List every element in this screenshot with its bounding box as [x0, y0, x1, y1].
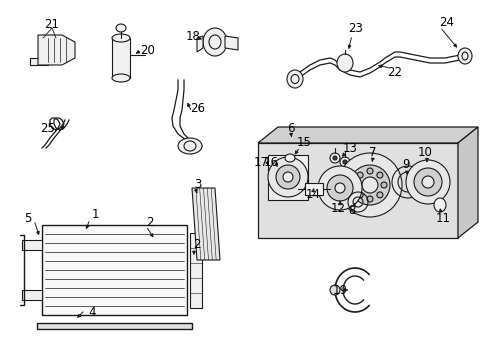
- Polygon shape: [192, 188, 220, 260]
- Ellipse shape: [317, 166, 361, 210]
- Bar: [42, 225, 186, 315]
- Bar: [190, 233, 202, 308]
- Text: 3: 3: [194, 179, 201, 192]
- Text: 19: 19: [332, 284, 347, 297]
- Ellipse shape: [112, 74, 130, 82]
- Polygon shape: [258, 143, 457, 238]
- Text: 10: 10: [417, 145, 431, 158]
- Ellipse shape: [283, 172, 292, 182]
- Ellipse shape: [339, 157, 349, 167]
- Ellipse shape: [337, 153, 401, 217]
- Text: 25: 25: [41, 122, 55, 135]
- Ellipse shape: [405, 160, 449, 204]
- Text: 14: 14: [305, 189, 320, 202]
- Ellipse shape: [461, 52, 467, 60]
- Ellipse shape: [290, 75, 298, 84]
- Text: 13: 13: [342, 141, 357, 154]
- Ellipse shape: [285, 154, 294, 162]
- Ellipse shape: [326, 175, 352, 201]
- Text: 2: 2: [146, 216, 153, 229]
- Ellipse shape: [329, 285, 339, 295]
- Text: 24: 24: [439, 15, 453, 28]
- Ellipse shape: [286, 70, 303, 88]
- Ellipse shape: [457, 48, 471, 64]
- Polygon shape: [267, 155, 307, 200]
- Ellipse shape: [366, 168, 372, 174]
- Ellipse shape: [433, 198, 445, 212]
- Ellipse shape: [376, 172, 382, 178]
- Ellipse shape: [116, 24, 126, 32]
- Polygon shape: [22, 290, 42, 300]
- Polygon shape: [224, 36, 238, 50]
- Text: 16: 16: [263, 156, 278, 168]
- Ellipse shape: [366, 196, 372, 202]
- Polygon shape: [197, 36, 203, 52]
- Ellipse shape: [275, 165, 299, 189]
- Text: 18: 18: [185, 30, 200, 42]
- Text: 1: 1: [91, 208, 99, 221]
- Text: 11: 11: [435, 211, 449, 225]
- Text: 5: 5: [24, 211, 32, 225]
- Text: 17: 17: [253, 156, 268, 168]
- Ellipse shape: [267, 157, 307, 197]
- Bar: [37, 323, 192, 329]
- Text: 9: 9: [402, 158, 409, 171]
- Ellipse shape: [203, 28, 226, 56]
- Ellipse shape: [332, 156, 336, 160]
- Ellipse shape: [356, 172, 363, 178]
- Text: 8: 8: [347, 203, 355, 216]
- Text: 12: 12: [330, 202, 345, 215]
- Text: 23: 23: [348, 22, 363, 35]
- Bar: [305, 183, 323, 195]
- Polygon shape: [258, 127, 477, 143]
- Text: 26: 26: [190, 102, 205, 114]
- Ellipse shape: [112, 34, 130, 42]
- Polygon shape: [457, 127, 477, 238]
- Ellipse shape: [356, 192, 363, 198]
- Ellipse shape: [334, 183, 345, 193]
- Ellipse shape: [342, 160, 346, 164]
- Ellipse shape: [380, 182, 386, 188]
- Ellipse shape: [178, 138, 202, 154]
- Ellipse shape: [421, 176, 433, 188]
- Polygon shape: [30, 58, 48, 65]
- Ellipse shape: [349, 165, 389, 205]
- Text: 4: 4: [88, 306, 96, 320]
- Ellipse shape: [361, 177, 377, 193]
- Polygon shape: [38, 35, 75, 65]
- Ellipse shape: [329, 153, 339, 163]
- Text: 22: 22: [386, 66, 402, 78]
- Ellipse shape: [413, 168, 441, 196]
- Text: 21: 21: [44, 18, 60, 31]
- Polygon shape: [112, 38, 130, 78]
- Text: 15: 15: [296, 136, 311, 149]
- Ellipse shape: [376, 192, 382, 198]
- Text: 7: 7: [368, 145, 376, 158]
- Text: 20: 20: [140, 44, 155, 57]
- Ellipse shape: [336, 54, 352, 72]
- Polygon shape: [22, 240, 42, 250]
- Text: 2: 2: [193, 238, 201, 251]
- Text: 6: 6: [286, 122, 294, 135]
- Ellipse shape: [352, 182, 358, 188]
